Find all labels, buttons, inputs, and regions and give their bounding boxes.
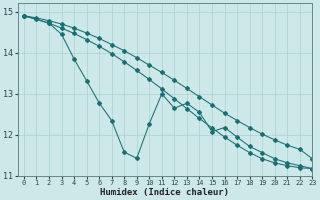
X-axis label: Humidex (Indice chaleur): Humidex (Indice chaleur) bbox=[100, 188, 229, 197]
